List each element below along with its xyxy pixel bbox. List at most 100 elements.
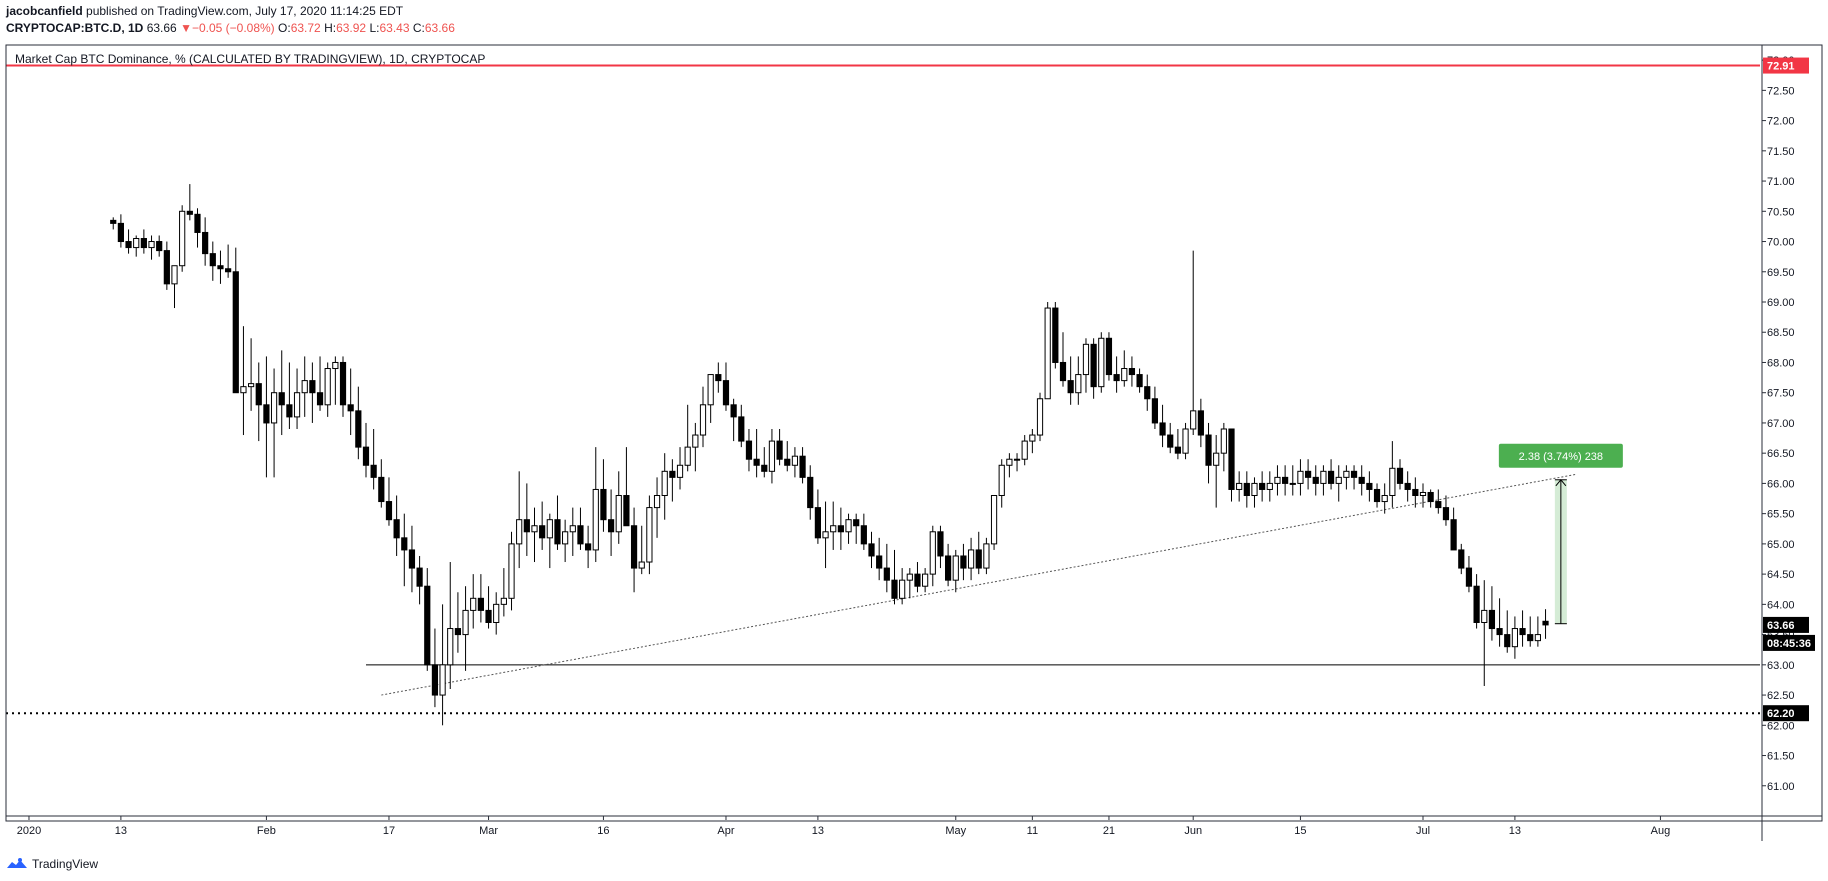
candle-body [983,543,990,569]
candle-body [500,597,507,605]
candle-body [1159,422,1166,436]
candle-body [117,222,124,243]
trendline [381,473,1577,696]
candle-body [883,567,890,581]
x-tick-label: 13 [1509,825,1521,837]
candle-body [822,531,829,539]
candle-body [133,238,140,249]
candle-body [975,549,982,569]
x-tick-label: May [945,825,966,837]
candle-body [293,392,301,418]
candle-body [899,579,906,599]
candle-body [202,231,209,255]
candle-body [1473,585,1480,623]
candle-body [1251,482,1258,497]
candle-body [1205,434,1212,466]
candle-body [937,531,944,557]
candle-body [1527,634,1534,642]
y-tick-label: 69.50 [1767,267,1795,279]
candle-body [156,241,163,252]
candle-body [125,241,132,249]
author-name[interactable]: jacobcanfield [6,4,83,18]
axis-price-labels: 72.91 62.20 63.66 08:45:36 [1763,57,1815,722]
y-tick-label: 68.00 [1767,357,1795,369]
x-tick-label: 16 [597,825,609,837]
candle-body [1312,476,1319,484]
candle-body [952,555,959,581]
horizontal-levels [6,64,1760,715]
candle-body [286,404,293,418]
candle-body [171,265,178,285]
candle-body [493,603,500,623]
candle-body [837,525,844,533]
candle-body [945,555,952,581]
candle-body [1144,386,1151,400]
footer-brand[interactable]: TradingView [6,857,98,871]
candle-body [784,458,791,466]
candle-body [470,597,477,611]
x-tick-label: Feb [257,825,276,837]
candle-body [263,404,270,424]
measure-arrow-icon [1555,479,1567,487]
candle-body [1121,368,1128,382]
candle-body [1274,476,1281,484]
candle-body [347,404,354,412]
candle-body [416,567,423,587]
candle-body [1481,609,1488,623]
candle-body [592,488,599,551]
y-tick-label: 71.50 [1767,146,1795,158]
candle-body [217,265,224,270]
candle-body [1282,476,1289,484]
y-tick-label: 65.50 [1767,509,1795,521]
candle-body [332,361,339,370]
candle-body [324,368,331,406]
y-tick-label: 61.50 [1767,751,1795,763]
candle-body [247,383,255,388]
candle-body [669,470,676,478]
candle-body [914,573,921,587]
candle-body [1021,440,1028,460]
candle-body [960,555,967,569]
candle-body [1427,491,1434,503]
candle-body [194,213,201,233]
candle-body [516,519,523,545]
candle-body [1350,470,1358,478]
candle-body [630,525,638,569]
candle-body [1174,446,1181,454]
level-price-badge: 62.20 [1767,708,1795,720]
candle-body [929,531,936,575]
y-tick-label: 63.00 [1767,660,1795,672]
candle-body [607,519,615,533]
candle-body [316,392,324,406]
candle-body [1412,488,1419,497]
candlestick-chart[interactable]: 2.38 (3.74%) 238 61.00 61.50 62.00 62.50 63.… [0,0,1828,855]
candle-body [676,464,684,478]
candle-body [707,374,714,406]
candle-body [1358,476,1365,484]
low-label: L: [369,21,380,35]
price-change: −0.05 (−0.08%) [191,21,275,35]
published-text: published on TradingView.com, July 17, 2… [86,4,404,18]
low-value: 63.43 [379,21,410,35]
last-price-badge: 63.66 [1767,620,1795,632]
candle-body [1266,482,1273,490]
candle-body [1396,467,1404,484]
candle-body [378,476,385,503]
high-value: 63.92 [336,21,367,35]
candle-body [730,404,737,418]
candle-body [309,380,316,394]
candle-body [424,585,431,666]
measure-label: 2.38 (3.74%) 238 [1519,451,1603,463]
candle-body [408,549,416,569]
measure-label-box [1498,443,1623,468]
candle-body [485,609,492,623]
candle-body [1029,434,1036,442]
y-tick-label: 66.50 [1767,448,1795,460]
candle-body [1465,567,1473,587]
candle-body [1067,380,1074,394]
candle-body [661,470,668,497]
candle-body [1075,374,1082,394]
y-tick-label: 70.00 [1767,237,1795,249]
candle-body [807,476,814,509]
x-tick-label: Mar [479,825,498,837]
